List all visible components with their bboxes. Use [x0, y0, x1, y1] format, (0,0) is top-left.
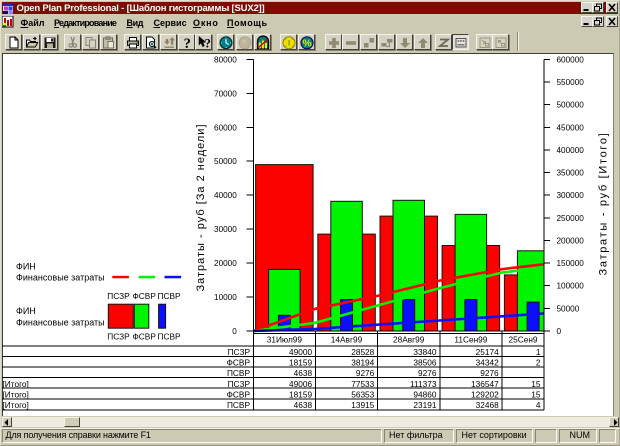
svg-text:25Сен9: 25Сен9 [509, 335, 538, 345]
svg-text:31Июл99: 31Июл99 [267, 335, 303, 345]
svg-text:28528: 28528 [351, 347, 374, 357]
svg-text:4638: 4638 [294, 400, 313, 410]
svg-text:ПСЗР: ПСЗР [107, 291, 130, 301]
svg-text:200000: 200000 [557, 237, 585, 246]
svg-text:0: 0 [232, 327, 237, 336]
svg-text:38194: 38194 [351, 358, 374, 368]
svg-text:60000: 60000 [214, 123, 237, 132]
svg-text:550000: 550000 [557, 78, 585, 87]
svg-text:14Авг99: 14Авг99 [331, 335, 363, 345]
svg-text:15: 15 [531, 389, 541, 399]
svg-text:20000: 20000 [214, 259, 237, 268]
svg-text:%: % [302, 37, 312, 49]
svg-text:100000: 100000 [557, 282, 585, 291]
svg-text:13915: 13915 [351, 400, 374, 410]
svg-text:ПСВР: ПСВР [227, 368, 250, 378]
svg-text:ПСЗР: ПСЗР [228, 379, 251, 389]
svg-text:ПСВР: ПСВР [157, 332, 180, 342]
svg-text:9276: 9276 [418, 368, 437, 378]
svg-text:40000: 40000 [214, 191, 237, 200]
svg-text:32468: 32468 [476, 400, 499, 410]
svg-text:49006: 49006 [289, 379, 312, 389]
svg-text:70000: 70000 [214, 89, 237, 98]
svg-text:136547: 136547 [471, 379, 499, 389]
svg-text:400000: 400000 [557, 146, 585, 155]
svg-text:300000: 300000 [557, 191, 585, 200]
svg-text:33840: 33840 [413, 347, 436, 357]
svg-text:50000: 50000 [557, 304, 580, 313]
svg-text:94860: 94860 [413, 389, 436, 399]
svg-text:Затраты - руб [Итого]: Затраты - руб [Итого] [598, 132, 610, 276]
svg-text:50000: 50000 [214, 157, 237, 166]
svg-text:500000: 500000 [557, 101, 585, 110]
svg-text:ФСВР: ФСВР [227, 358, 251, 368]
svg-text:129202: 129202 [471, 389, 499, 399]
svg-text:350000: 350000 [557, 169, 585, 178]
svg-text:38506: 38506 [413, 358, 436, 368]
svg-text:ФИН: ФИН [16, 262, 36, 272]
svg-text:Финансовые затраты: Финансовые затраты [16, 272, 105, 282]
svg-text:ФИН: ФИН [16, 306, 36, 316]
svg-text:23191: 23191 [413, 400, 436, 410]
svg-text:Затраты - руб [За 2 недели]: Затраты - руб [За 2 недели] [195, 123, 207, 291]
svg-text:56353: 56353 [351, 389, 374, 399]
svg-text:ФСВР: ФСВР [227, 389, 251, 399]
svg-text:18159: 18159 [289, 389, 312, 399]
svg-text:ФСВР: ФСВР [133, 332, 157, 342]
svg-text:80000: 80000 [214, 55, 237, 64]
svg-text:111373: 111373 [410, 379, 437, 389]
svg-text:4638: 4638 [294, 368, 313, 378]
svg-text:11Сен99: 11Сен99 [454, 335, 487, 345]
svg-text:2: 2 [536, 358, 541, 368]
svg-text:150000: 150000 [557, 259, 585, 268]
svg-text:25174: 25174 [476, 347, 499, 357]
svg-text:10000: 10000 [214, 293, 237, 302]
svg-text:77533: 77533 [351, 379, 374, 389]
svg-text:18159: 18159 [289, 358, 312, 368]
svg-text:?: ? [205, 36, 211, 50]
svg-text:15: 15 [531, 379, 541, 389]
svg-text:30000: 30000 [214, 225, 237, 234]
svg-text:ПСЗР: ПСЗР [228, 347, 251, 357]
svg-text:[Итого]: [Итого] [3, 379, 29, 389]
svg-text:ФСВР: ФСВР [133, 291, 157, 301]
svg-text:ПСВР: ПСВР [227, 400, 250, 410]
svg-text:[Итого]: [Итого] [3, 389, 29, 399]
svg-text:0: 0 [557, 327, 562, 336]
svg-text:9276: 9276 [480, 368, 499, 378]
svg-text:600000: 600000 [557, 55, 585, 64]
svg-text:[Итого]: [Итого] [3, 400, 29, 410]
svg-text:ПСВР: ПСВР [157, 291, 180, 301]
svg-text:250000: 250000 [557, 214, 585, 223]
svg-text:4: 4 [536, 400, 541, 410]
svg-text:34342: 34342 [476, 358, 499, 368]
svg-text:Финансовые затраты: Финансовые затраты [16, 317, 105, 327]
svg-text:ПСЗР: ПСЗР [107, 332, 130, 342]
svg-text:49000: 49000 [289, 347, 312, 357]
svg-text:1: 1 [536, 347, 541, 357]
svg-text:450000: 450000 [557, 123, 585, 132]
svg-text:28Авг99: 28Авг99 [393, 335, 425, 345]
svg-text:?: ? [183, 36, 190, 50]
svg-text:9276: 9276 [356, 368, 375, 378]
